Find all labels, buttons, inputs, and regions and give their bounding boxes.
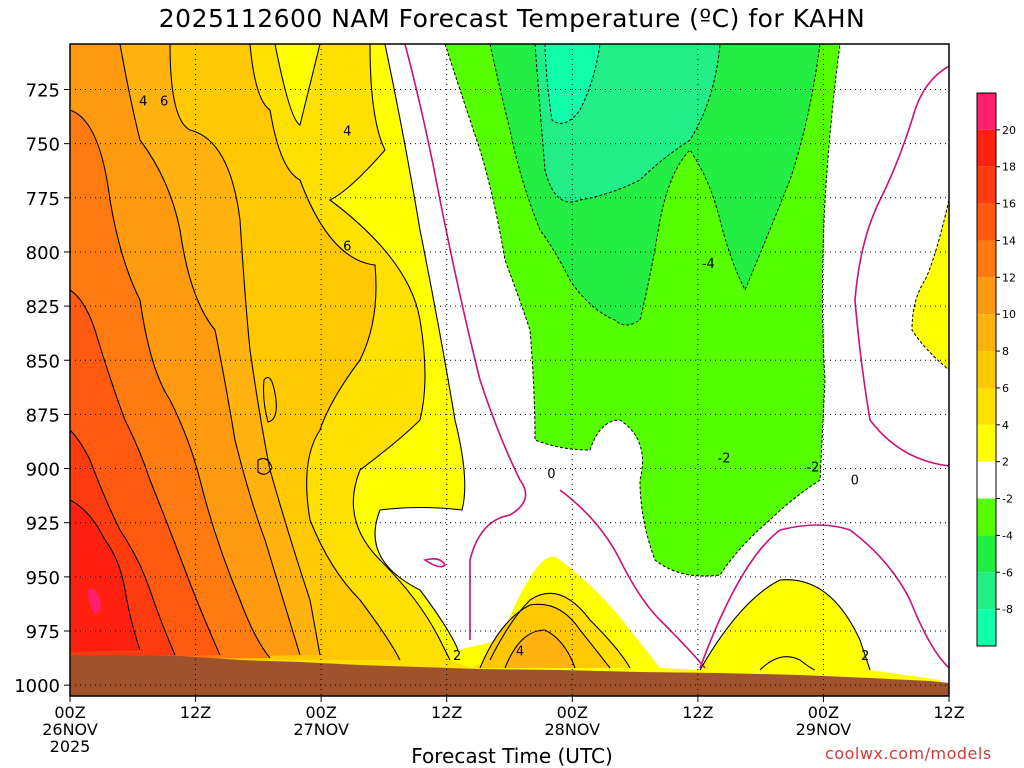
chart-title: 2025112600 NAM Forecast Temperature (ºC)… bbox=[158, 4, 866, 33]
band-below-minus8 bbox=[545, 44, 600, 124]
y-tick-label: 950 bbox=[26, 568, 60, 589]
x-axis-label: Forecast Time (UTC) bbox=[411, 744, 613, 768]
band-18-to-20 bbox=[70, 500, 140, 652]
colorbar-band bbox=[977, 498, 996, 536]
contour-label: 6 bbox=[343, 239, 351, 254]
y-tick-label: 975 bbox=[26, 622, 60, 643]
colorbar-band bbox=[977, 277, 996, 315]
colorbar-label: 12 bbox=[1002, 271, 1016, 284]
colorbar-band bbox=[977, 129, 996, 167]
colorbar-band bbox=[977, 461, 996, 499]
contour-label: -4 bbox=[702, 257, 715, 272]
colorbar-label: -2 bbox=[1002, 493, 1013, 506]
colorbar-label: 8 bbox=[1002, 345, 1009, 358]
colorbar-band bbox=[977, 240, 996, 278]
contour-label: 2 bbox=[861, 649, 869, 664]
contour-label: -2 bbox=[718, 452, 731, 467]
plot-frame bbox=[69, 43, 950, 697]
contour-label: 4 bbox=[139, 94, 147, 109]
cold-contours bbox=[444, 44, 949, 577]
credit-text: coolwx.com/models bbox=[825, 744, 992, 763]
contour-label: 4 bbox=[343, 125, 351, 140]
y-tick-label: 825 bbox=[26, 297, 60, 318]
ground-terrain bbox=[70, 655, 949, 696]
y-tick-label: 1000 bbox=[14, 676, 60, 697]
filled-contours bbox=[70, 44, 949, 696]
x-tick-label: 29NOV bbox=[796, 720, 852, 739]
x-tick-label: 2025 bbox=[50, 737, 91, 756]
x-tick-label: 12Z bbox=[682, 703, 713, 722]
x-tick-label: 00Z bbox=[557, 703, 588, 722]
colorbar-label: 6 bbox=[1002, 382, 1009, 395]
y-tick-label: 775 bbox=[26, 189, 60, 210]
x-tick-label: 00Z bbox=[305, 703, 336, 722]
x-tick-label: 28NOV bbox=[544, 720, 600, 739]
colorbar-label: 16 bbox=[1002, 198, 1016, 211]
colorbar-label: 4 bbox=[1002, 419, 1009, 432]
y-tick-label: 925 bbox=[26, 514, 60, 535]
y-tick-label: 850 bbox=[26, 351, 60, 372]
colorbar-band bbox=[977, 387, 996, 425]
colorbar-label: 10 bbox=[1002, 308, 1016, 321]
colorbar-label: 2 bbox=[1002, 456, 1009, 469]
colorbar-band bbox=[977, 166, 996, 204]
colorbar-label: 14 bbox=[1002, 234, 1016, 247]
colorbar-band bbox=[977, 314, 996, 352]
colorbar-label: 18 bbox=[1002, 161, 1016, 174]
contour-label: -2 bbox=[806, 460, 819, 475]
colorbar: 20 18 16 14 12 10 8 6 4 2 -2 -4 -6 -8 bbox=[976, 92, 1016, 647]
contour-label: 6 bbox=[160, 94, 168, 109]
x-tick-label: 00Z bbox=[54, 703, 85, 722]
y-axis: 725 750 775 800 825 850 875 900 925 950 975 1000 bbox=[14, 80, 70, 697]
colorbar-band bbox=[977, 203, 996, 241]
colorbar-label: 20 bbox=[1002, 124, 1016, 137]
colorbar-band bbox=[977, 93, 996, 130]
colorbar-band bbox=[977, 572, 996, 610]
y-tick-label: 725 bbox=[26, 80, 60, 101]
zero-contours bbox=[404, 44, 949, 669]
band-2-to-4-east bbox=[912, 200, 949, 370]
colorbar-band bbox=[977, 609, 996, 646]
x-tick-label: 12Z bbox=[431, 703, 462, 722]
y-tick-label: 900 bbox=[26, 460, 60, 481]
colorbar-band bbox=[977, 535, 996, 573]
x-tick-label: 12Z bbox=[933, 703, 964, 722]
y-tick-label: 875 bbox=[26, 405, 60, 426]
y-tick-label: 750 bbox=[26, 135, 60, 156]
colorbar-label: -6 bbox=[1002, 566, 1013, 579]
x-tick-label: 26NOV bbox=[42, 720, 98, 739]
x-tick-label: 12Z bbox=[180, 703, 211, 722]
y-tick-label: 800 bbox=[26, 243, 60, 264]
colorbar-label: -4 bbox=[1002, 529, 1013, 542]
contour-label: 2 bbox=[453, 649, 461, 664]
contour-label: 0 bbox=[851, 473, 859, 488]
colorbar-band bbox=[977, 351, 996, 388]
grid-lines bbox=[70, 44, 949, 696]
colorbar-frame bbox=[976, 92, 997, 647]
x-tick-label: 00Z bbox=[808, 703, 839, 722]
colorbar-label: -8 bbox=[1002, 603, 1013, 616]
band-above-20 bbox=[88, 588, 101, 614]
x-tick-label: 27NOV bbox=[293, 720, 349, 739]
contour-label: 0 bbox=[547, 467, 555, 482]
contour-label: 4 bbox=[516, 645, 524, 660]
colorbar-band bbox=[977, 424, 996, 462]
